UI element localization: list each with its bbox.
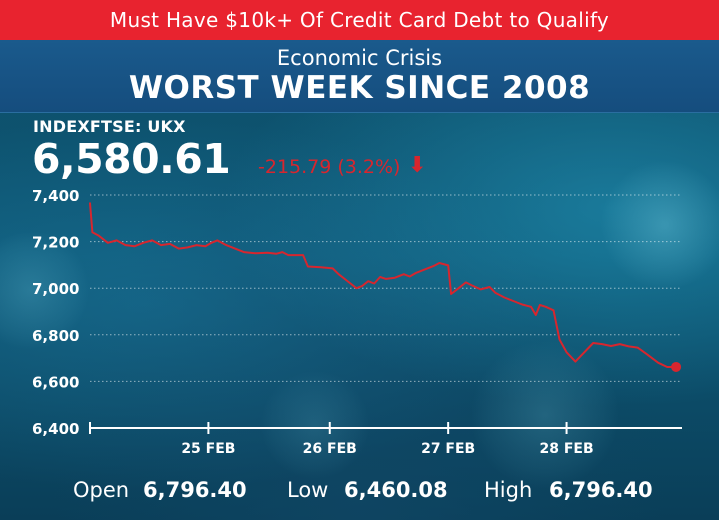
x-axis: 25 FEB 26 FEB 27 FEB 28 FEB bbox=[89, 422, 682, 457]
y-tick-label: 6,800 bbox=[32, 327, 79, 345]
x-tick-label: 28 FEB bbox=[539, 441, 593, 457]
ad-banner[interactable]: Must Have $10k+ Of Credit Card Debt to Q… bbox=[0, 0, 719, 40]
open-value: 6,796.40 bbox=[143, 478, 247, 502]
grid bbox=[90, 194, 682, 382]
y-tick-label: 6,600 bbox=[32, 373, 79, 391]
y-tick-label: 7,000 bbox=[32, 280, 79, 298]
down-arrow-icon: ⬇ bbox=[408, 153, 427, 178]
ticker-symbol: INDEXFTSE: UKX bbox=[33, 117, 186, 136]
chart-title: WORST WEEK SINCE 2008 bbox=[128, 70, 591, 106]
y-axis-ticks: 6,400 6,600 6,800 7,000 7,200 7,400 bbox=[32, 187, 79, 438]
y-tick-label: 6,400 bbox=[32, 420, 79, 438]
x-tick-label: 25 FEB bbox=[181, 441, 235, 457]
series-line bbox=[89, 202, 678, 368]
series bbox=[89, 202, 682, 372]
price-change: -215.79 (3.2%) bbox=[258, 156, 401, 178]
index-price: 6,580.61 bbox=[32, 135, 231, 183]
x-tick-label: 27 FEB bbox=[421, 441, 475, 457]
chart-subtitle: Economic Crisis bbox=[276, 46, 443, 70]
x-tick-label: 26 FEB bbox=[303, 441, 357, 457]
low-value: 6,460.08 bbox=[344, 478, 448, 502]
chart-panel: Economic Crisis WORST WEEK SINCE 2008 IN… bbox=[0, 40, 719, 520]
header-band: Economic Crisis WORST WEEK SINCE 2008 bbox=[0, 40, 719, 113]
y-tick-label: 7,200 bbox=[32, 234, 79, 252]
high-label: High bbox=[484, 478, 533, 502]
ad-banner-text[interactable]: Must Have $10k+ Of Credit Card Debt to Q… bbox=[109, 8, 610, 32]
open-label: Open bbox=[73, 478, 130, 502]
high-value: 6,796.40 bbox=[549, 478, 653, 502]
y-tick-label: 7,400 bbox=[32, 187, 79, 205]
line-chart: 6,400 6,600 6,800 7,000 7,200 7,400 25 FEB 26 … bbox=[32, 187, 682, 457]
last-point-marker bbox=[671, 361, 682, 372]
low-label: Low bbox=[287, 478, 329, 502]
